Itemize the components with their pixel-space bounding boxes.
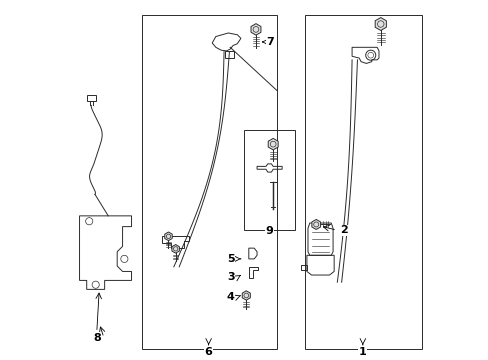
Polygon shape xyxy=(164,232,172,240)
Polygon shape xyxy=(268,138,278,150)
Text: 8: 8 xyxy=(93,333,101,343)
Text: 7: 7 xyxy=(266,37,274,47)
Text: 9: 9 xyxy=(265,226,273,236)
Text: 5: 5 xyxy=(226,254,234,264)
Text: 1: 1 xyxy=(358,347,366,357)
Polygon shape xyxy=(172,244,179,253)
Polygon shape xyxy=(250,24,261,35)
Text: 6: 6 xyxy=(204,347,212,357)
Text: 4: 4 xyxy=(226,292,234,302)
Polygon shape xyxy=(311,220,320,229)
Polygon shape xyxy=(242,291,250,300)
Text: 2: 2 xyxy=(340,225,347,235)
Polygon shape xyxy=(374,18,386,31)
Text: 3: 3 xyxy=(226,272,234,282)
